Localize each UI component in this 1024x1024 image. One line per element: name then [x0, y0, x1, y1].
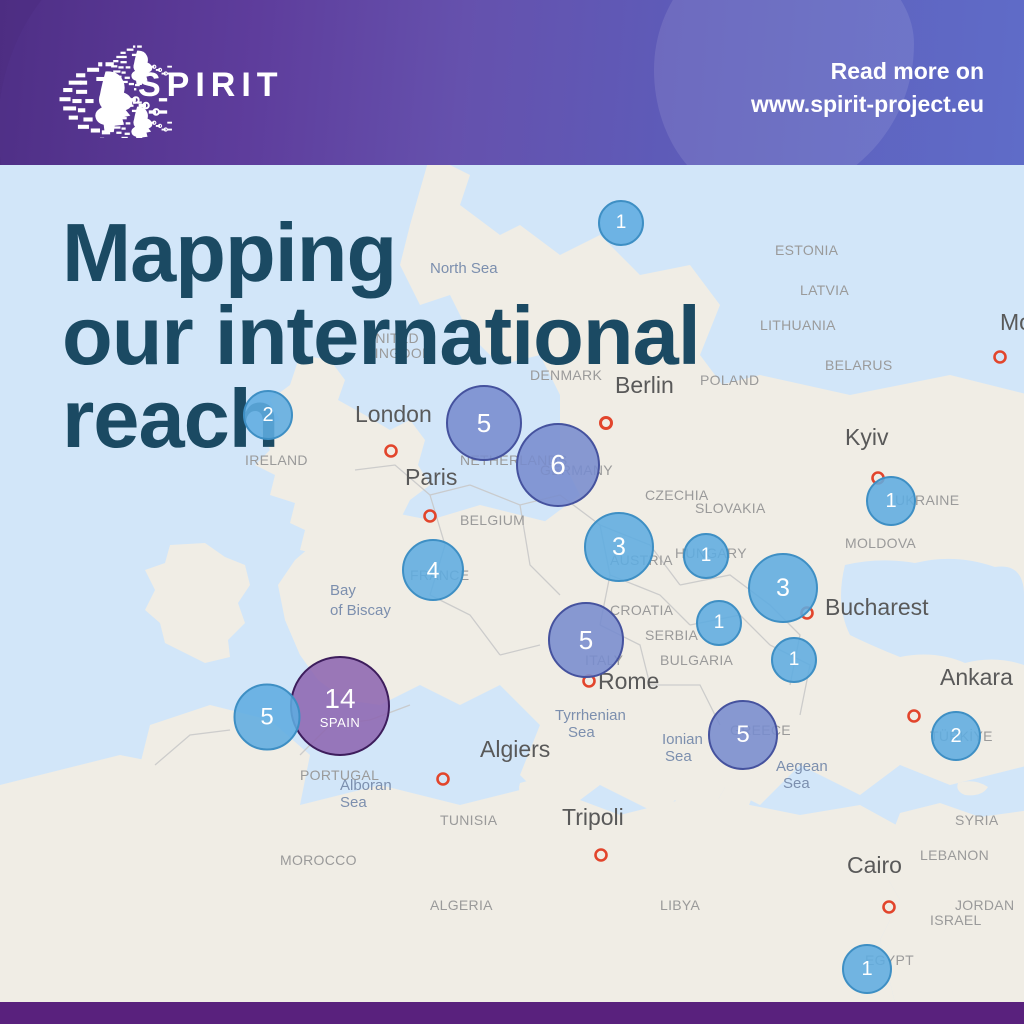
svg-text:MOLDOVA: MOLDOVA — [845, 535, 916, 551]
svg-text:BELARUS: BELARUS — [825, 357, 892, 373]
svg-text:SYRIA: SYRIA — [955, 812, 999, 828]
svg-text:Sea: Sea — [665, 748, 692, 765]
svg-text:Bay: Bay — [330, 582, 356, 599]
svg-text:LEBANON: LEBANON — [920, 847, 989, 863]
svg-text:Sea: Sea — [340, 794, 367, 811]
svg-text:Cairo: Cairo — [847, 852, 902, 878]
svg-text:SLOVAKIA: SLOVAKIA — [695, 500, 766, 516]
svg-text:Paris: Paris — [405, 464, 457, 490]
svg-text:JORDAN: JORDAN — [955, 897, 1014, 913]
svg-text:Ionian: Ionian — [662, 731, 703, 748]
svg-text:ALGERIA: ALGERIA — [430, 897, 493, 913]
svg-text:LITHUANIA: LITHUANIA — [760, 317, 836, 333]
svg-text:ISRAEL: ISRAEL — [930, 912, 982, 928]
svg-text:SERBIA: SERBIA — [645, 627, 699, 643]
svg-text:Tripoli: Tripoli — [562, 804, 624, 830]
svg-text:Bucharest: Bucharest — [825, 594, 929, 620]
svg-text:BELGIUM: BELGIUM — [460, 512, 525, 528]
svg-text:Sea: Sea — [568, 724, 595, 741]
svg-text:Kyiv: Kyiv — [845, 424, 889, 450]
svg-text:BULGARIA: BULGARIA — [660, 652, 734, 668]
svg-text:LIBYA: LIBYA — [660, 897, 701, 913]
svg-text:Tyrrhenian: Tyrrhenian — [555, 707, 626, 724]
svg-text:MOROCCO: MOROCCO — [280, 852, 357, 868]
svg-text:TUNISIA: TUNISIA — [440, 812, 498, 828]
svg-text:PORTUGAL: PORTUGAL — [300, 767, 379, 783]
svg-text:Algiers: Algiers — [480, 736, 550, 762]
svg-text:CROATIA: CROATIA — [610, 602, 674, 618]
svg-text:Rome: Rome — [598, 668, 659, 694]
svg-text:SPIRIT: SPIRIT — [138, 66, 284, 104]
svg-text:Aegean: Aegean — [776, 758, 828, 775]
svg-text:POLAND: POLAND — [700, 372, 759, 388]
svg-text:Ankara: Ankara — [940, 664, 1013, 690]
svg-text:Mo: Mo — [1000, 309, 1024, 335]
svg-text:of Biscay: of Biscay — [330, 602, 391, 619]
svg-text:LATVIA: LATVIA — [800, 282, 849, 298]
svg-text:Sea: Sea — [783, 775, 810, 792]
svg-text:ESTONIA: ESTONIA — [775, 242, 839, 258]
